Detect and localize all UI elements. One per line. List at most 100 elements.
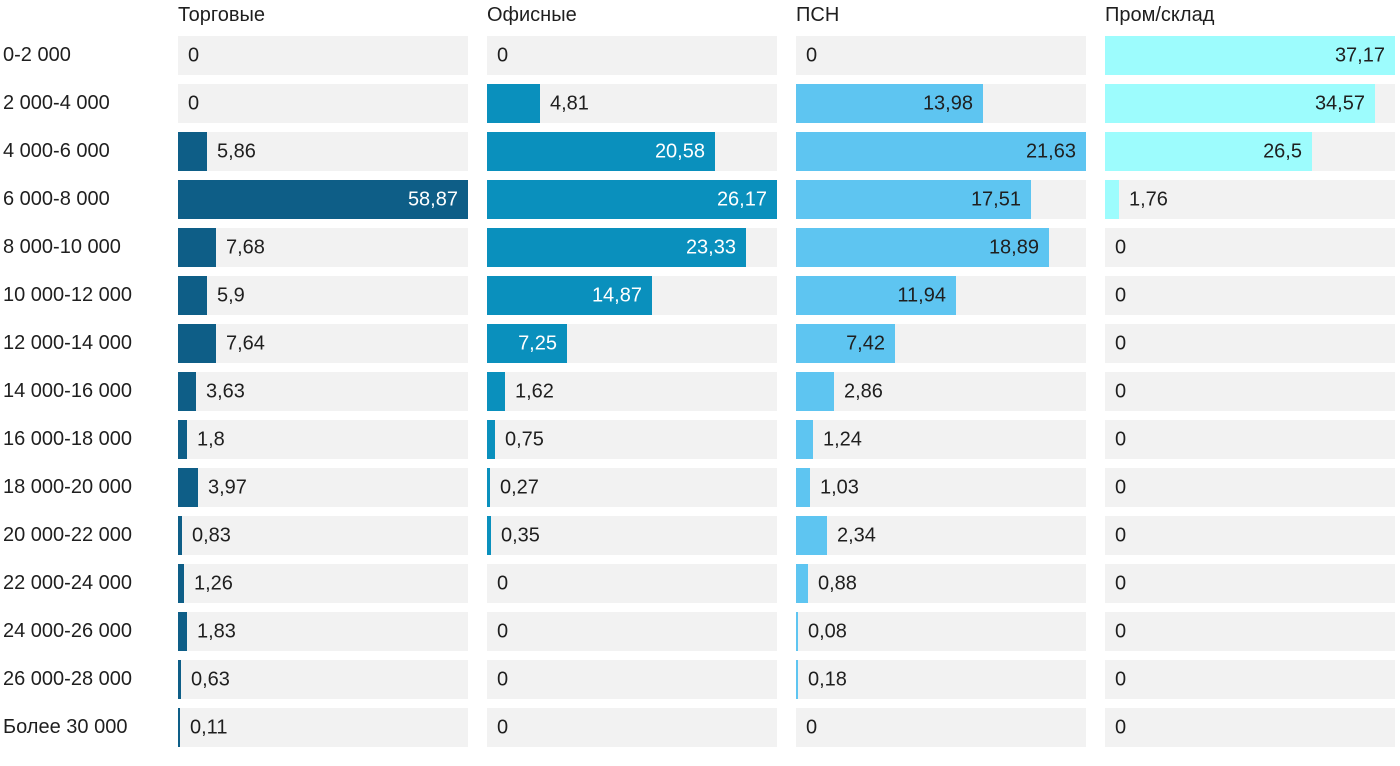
bar (178, 180, 468, 219)
bar (178, 276, 207, 315)
row-label: 6 000-8 000 (3, 188, 110, 210)
bar-cell: 26,17 (487, 180, 777, 219)
bar-cell: 0,83 (178, 516, 468, 555)
row-label: 2 000-4 000 (3, 92, 110, 114)
value-label: 0,35 (501, 524, 540, 546)
bar-cell: 13,98 (796, 84, 1086, 123)
value-label: 0 (497, 44, 509, 66)
bar-cell: 4,81 (487, 84, 777, 123)
bar-cell: 37,17 (1105, 36, 1395, 75)
value-label: 0,27 (500, 476, 539, 498)
bar-cell: 0 (487, 612, 777, 651)
bar (796, 84, 983, 123)
bar-cell: 0 (796, 708, 1086, 747)
row-label: 26 000-28 000 (3, 668, 133, 690)
bar-cell: 20,58 (487, 132, 777, 171)
bar (487, 276, 652, 315)
bar (487, 132, 715, 171)
bar-cell: 3,97 (178, 468, 468, 507)
bar-cell: 1,26 (178, 564, 468, 603)
value-label: 1,62 (515, 380, 554, 402)
value-label: 17,51 (970, 188, 1021, 210)
value-label: 0 (1115, 524, 1127, 546)
value-label: 1,24 (823, 428, 862, 450)
bar-cell: 18,89 (796, 228, 1086, 267)
bar (796, 228, 1049, 267)
bar (796, 276, 956, 315)
bar-cell: 0 (1105, 372, 1395, 411)
bar (178, 372, 196, 411)
value-label: 0 (497, 716, 509, 738)
bar-cell: 0 (796, 36, 1086, 75)
bar-cell: 7,25 (487, 324, 777, 363)
bar-cell: 0,35 (487, 516, 777, 555)
value-label: 5,9 (217, 284, 245, 306)
value-label: 0 (806, 716, 818, 738)
bar-cell: 1,62 (487, 372, 777, 411)
value-label: 14,87 (591, 284, 642, 306)
row-label: 22 000-24 000 (3, 572, 133, 594)
column-header-ofisnye: Офисные (487, 4, 577, 26)
column-header-prom-sklad: Пром/склад (1105, 4, 1215, 26)
bar-cell: 23,33 (487, 228, 777, 267)
bar-cell: 17,51 (796, 180, 1086, 219)
value-label: 0 (1115, 428, 1127, 450)
value-label: 0,08 (808, 620, 847, 642)
bar (796, 468, 810, 507)
bar-cell: 0 (487, 708, 777, 747)
value-label: 0,11 (190, 716, 228, 738)
value-label: 20,58 (654, 140, 705, 162)
bar-cell: 1,8 (178, 420, 468, 459)
column-header-psn: ПСН (796, 4, 840, 26)
row-label: 18 000-20 000 (3, 476, 133, 498)
value-label: 0 (1115, 572, 1127, 594)
bar-chart-table: Торговые Офисные ПСН Пром/склад 0-2 000 0… (3, 4, 1395, 747)
bar (796, 564, 808, 603)
value-label: 18,89 (988, 236, 1039, 258)
row-label: 16 000-18 000 (3, 428, 133, 450)
value-label: 0 (188, 92, 200, 114)
bar (796, 612, 798, 651)
bar-cell: 0 (178, 84, 468, 123)
value-label: 26,17 (716, 188, 767, 210)
row-label: 14 000-16 000 (3, 380, 133, 402)
bar-cell: 5,86 (178, 132, 468, 171)
row-label: 12 000-14 000 (3, 332, 133, 354)
bar-cell: 11,94 (796, 276, 1086, 315)
value-label: 1,03 (820, 476, 859, 498)
bar (178, 324, 216, 363)
bar-cell: 0 (1105, 708, 1395, 747)
bar-cell: 26,5 (1105, 132, 1395, 171)
value-label: 7,64 (226, 332, 265, 354)
value-label: 0 (1115, 332, 1127, 354)
bar (796, 372, 834, 411)
bar-cell: 0,88 (796, 564, 1086, 603)
value-label: 0,83 (192, 524, 231, 546)
value-label: 26,5 (1263, 140, 1302, 162)
bar-cell: 34,57 (1105, 84, 1395, 123)
bar (178, 132, 207, 171)
row-label: 24 000-26 000 (3, 620, 133, 642)
value-label: 21,63 (1025, 140, 1076, 162)
bar (487, 84, 540, 123)
bar-cell: 7,64 (178, 324, 468, 363)
value-label: 2,34 (837, 524, 876, 546)
bar-cell: 1,03 (796, 468, 1086, 507)
corner-spacer (3, 4, 159, 27)
bar-cell: 58,87 (178, 180, 468, 219)
value-label: 0,88 (818, 572, 857, 594)
value-label: 0 (1115, 476, 1127, 498)
row-label: 4 000-6 000 (3, 140, 110, 162)
value-label: 0 (1115, 236, 1127, 258)
bar-cell: 0 (1105, 564, 1395, 603)
bar (796, 516, 827, 555)
bar-cell: 0 (1105, 660, 1395, 699)
column-header-torgovye: Торговые (178, 4, 266, 26)
value-label: 13,98 (922, 92, 973, 114)
bar (1105, 84, 1375, 123)
value-label: 0 (497, 668, 509, 690)
bar-cell: 0 (487, 564, 777, 603)
bar-cell: 0 (1105, 420, 1395, 459)
bar (487, 324, 567, 363)
value-label: 5,86 (217, 140, 256, 162)
